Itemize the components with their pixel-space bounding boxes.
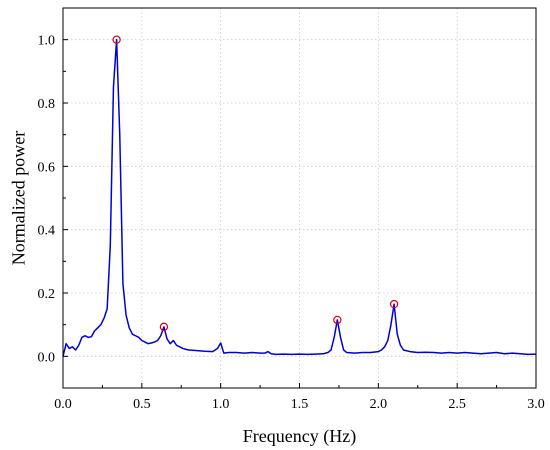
peak-markers: [112, 35, 399, 332]
x-tick-label: 3.0: [527, 397, 545, 412]
spectrum-line: [62, 38, 537, 357]
series-layer: [62, 38, 537, 357]
tick-labels: 0.0 0.5 1.0 1.5 2.0 2.5 3.0 0.0 0.2 0.4 0.6 0.8 1.0: [38, 34, 545, 412]
y-tick-label: 1.0: [38, 34, 56, 49]
x-axis-title: Frequency (Hz): [243, 426, 356, 447]
y-tick-label: 0.2: [38, 287, 56, 302]
x-tick-label: 2.5: [448, 397, 466, 412]
x-tick-label: 2.0: [370, 397, 388, 412]
axis-ticks: [62, 39, 537, 388]
x-tick-label: 1.0: [212, 397, 230, 412]
x-tick-label: 1.5: [291, 397, 309, 412]
x-tick-label: 0.5: [133, 397, 151, 412]
y-tick-label: 0.0: [38, 350, 56, 365]
peak-marker: [112, 35, 121, 44]
grid-lines: [63, 8, 536, 388]
y-tick-label: 0.8: [38, 97, 56, 112]
y-axis-title: Normalized power: [8, 131, 28, 265]
y-tick-label: 0.6: [38, 160, 56, 175]
peak-marker: [389, 299, 399, 309]
peak-marker: [159, 322, 169, 332]
peak-marker: [333, 315, 342, 325]
x-tick-label: 0.0: [54, 397, 72, 412]
y-tick-label: 0.4: [38, 224, 56, 239]
